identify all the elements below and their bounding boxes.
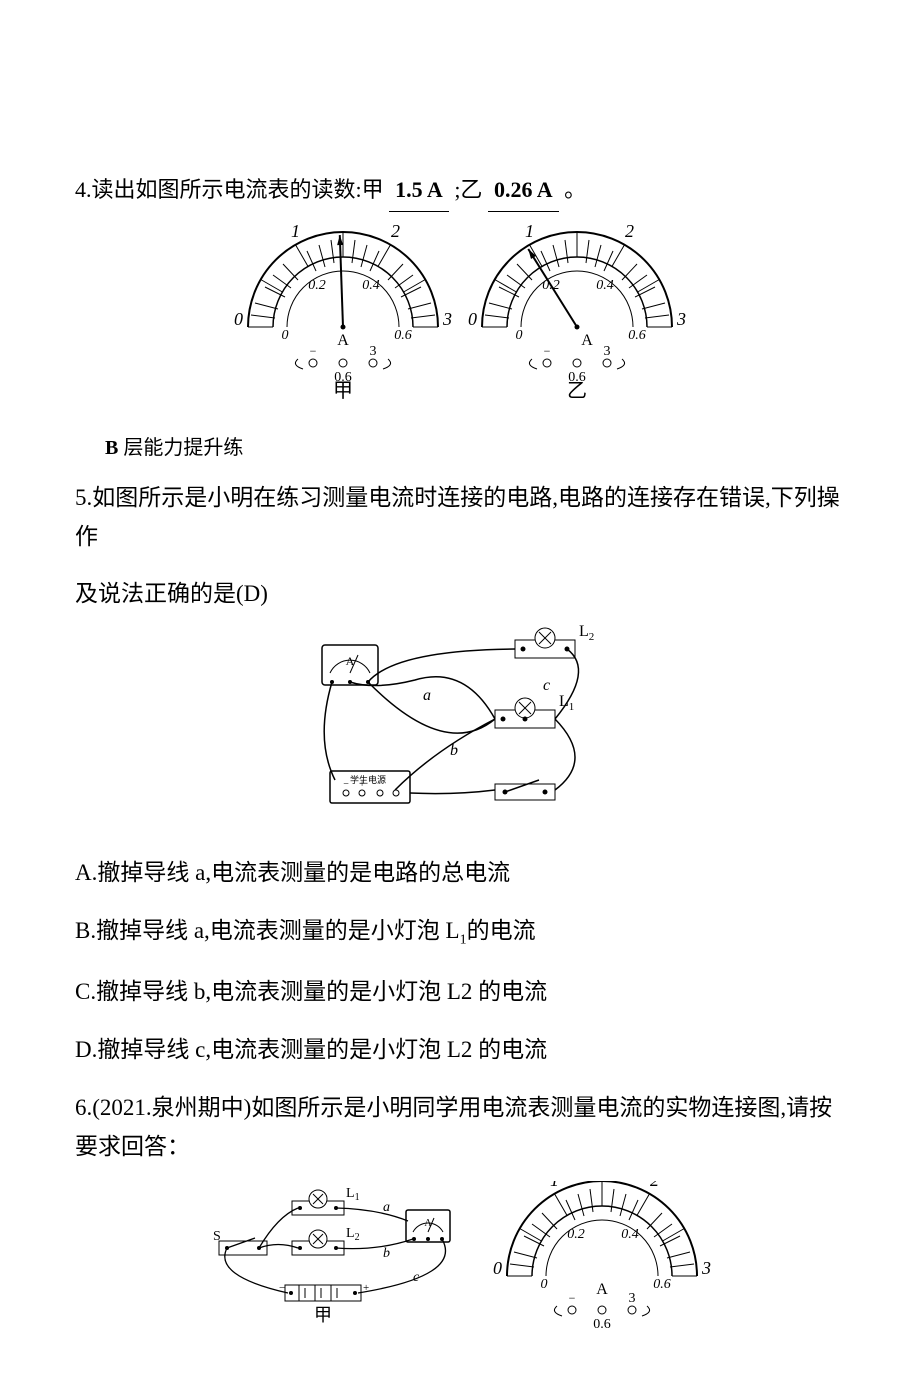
scale-label: 2 — [650, 1181, 659, 1190]
ammeter-a: A — [581, 332, 593, 349]
q5-option-c: C.撤掉导线 b,电流表测量的是小灯泡 L2 的电流 — [75, 972, 845, 1006]
bulb-l2: L2 — [346, 1226, 360, 1243]
section-b-letter: B — [105, 437, 118, 459]
section-b-text: 层能力提升练 — [118, 437, 243, 459]
scale-label: 2 — [625, 222, 634, 241]
terminal-label: − — [569, 1291, 576, 1305]
q6-circuit: L1 L2 A — [203, 1181, 483, 1331]
switch-s: S — [213, 1229, 221, 1244]
q5-option-b: B.撤掉导线 a,电流表测量的是小灯泡 L1的电流 — [75, 911, 845, 949]
q5-figure: A L2 L1 — [75, 620, 845, 835]
scale-label: 3 — [701, 1258, 711, 1278]
scale-label: 0.4 — [362, 278, 380, 293]
svg-text:−: − — [343, 779, 349, 790]
q4-prefix: 4.读出如图所示电流表的读数:甲 — [75, 177, 384, 202]
scale-label: 2 — [391, 222, 400, 241]
svg-text:+: + — [359, 779, 365, 790]
q5-stem-line1: 5.如图所示是小明在练习测量电流时连接的电路,电路的连接存在错误,下列操作 — [75, 478, 845, 556]
scale-label: 0 — [234, 309, 243, 329]
q6-circuit-label: 甲 — [314, 1305, 332, 1325]
terminal-label: − — [310, 344, 317, 358]
scale-label: 0.6 — [394, 328, 412, 343]
scale-label: 3 — [442, 309, 452, 329]
scale-label: 0 — [282, 328, 289, 343]
scale-label: 0.4 — [621, 1227, 639, 1242]
page: 4.读出如图所示电流表的读数:甲 1.5 A ;乙 0.26 A 。 — [0, 0, 920, 1394]
q6-stem: 6.(2021.泉州期中)如图所示是小明同学用电流表测量电流的实物连接图,请按要… — [75, 1088, 845, 1166]
scale-label: 1 — [550, 1181, 559, 1190]
ammeter-yi: 0 1 2 3 0 0.2 0.4 0.6 A − — [462, 222, 692, 402]
q6-figures: L1 L2 A — [75, 1181, 845, 1336]
q4-figures: 0 1 2 3 0 0.2 0.4 0.6 A — [75, 222, 845, 407]
scale-label: 0 — [468, 309, 477, 329]
scale-label: 1 — [525, 222, 534, 241]
ammeter-a: A — [346, 654, 355, 668]
q5-optb-sub: 1 — [460, 932, 467, 947]
q4-ans2: 0.26 A — [488, 170, 559, 212]
q5-stem-line2: 及说法正确的是(D) — [75, 574, 845, 608]
q6-ammeter-dial: 0 1 2 3 0 0.2 0.4 0.6 A − 0.6 3 — [487, 1181, 717, 1331]
ammeter-jia: 0 1 2 3 0 0.2 0.4 0.6 A — [228, 222, 458, 402]
wire-b: b — [383, 1246, 390, 1261]
bulb-l1: L1 — [346, 1186, 360, 1203]
meter-label: 乙 — [567, 380, 587, 402]
terminal-label: − — [544, 344, 551, 358]
terminal-label: 3 — [604, 344, 611, 359]
scale-label: 0 — [493, 1258, 502, 1278]
ammeter-a: A — [424, 1218, 432, 1229]
q4-suffix: 。 — [564, 177, 586, 202]
terminal-label: 3 — [370, 344, 377, 359]
scale-label: 0.4 — [596, 278, 614, 293]
q4-mid: ;乙 — [454, 177, 482, 202]
q5-optb-pre: B.撤掉导线 a,电流表测量的是小灯泡 L — [75, 918, 460, 943]
needle — [337, 235, 346, 327]
q5-circuit: A L2 L1 — [295, 620, 625, 830]
scale-label: 0.2 — [308, 278, 326, 293]
scale-label: 0.6 — [653, 1277, 671, 1292]
scale-label: 3 — [676, 309, 686, 329]
q4-stem: 4.读出如图所示电流表的读数:甲 1.5 A ;乙 0.26 A 。 — [75, 170, 845, 212]
terminal-label: 3 — [629, 1291, 636, 1306]
wire-a: a — [423, 687, 431, 704]
q5-option-a: A.撤掉导线 a,电流表测量的是电路的总电流 — [75, 853, 845, 887]
ammeter-a: A — [337, 332, 349, 349]
q5-optb-post: 的电流 — [467, 918, 536, 943]
terminal-label: 0.6 — [593, 1317, 611, 1331]
power-label: 学生电源 — [350, 774, 386, 785]
ammeter-a: A — [596, 1281, 608, 1298]
scale-label: 0.2 — [567, 1227, 585, 1242]
wire-c: c — [543, 677, 550, 694]
section-b-heading: B 层能力提升练 — [105, 431, 845, 460]
scale-label: 0 — [541, 1277, 548, 1292]
q5-option-d: D.撤掉导线 c,电流表测量的是小灯泡 L2 的电流 — [75, 1030, 845, 1064]
meter-label: 甲 — [333, 380, 353, 402]
scale-label: 0.6 — [628, 328, 646, 343]
needle — [526, 247, 580, 328]
scale-label: 1 — [291, 222, 300, 241]
scale-label: 0 — [516, 328, 523, 343]
wire-c: c — [413, 1270, 420, 1285]
wire-b: b — [450, 742, 458, 759]
bulb-l2: L2 — [579, 623, 594, 643]
wire-a: a — [383, 1200, 390, 1215]
q4-ans1: 1.5 A — [389, 170, 449, 212]
